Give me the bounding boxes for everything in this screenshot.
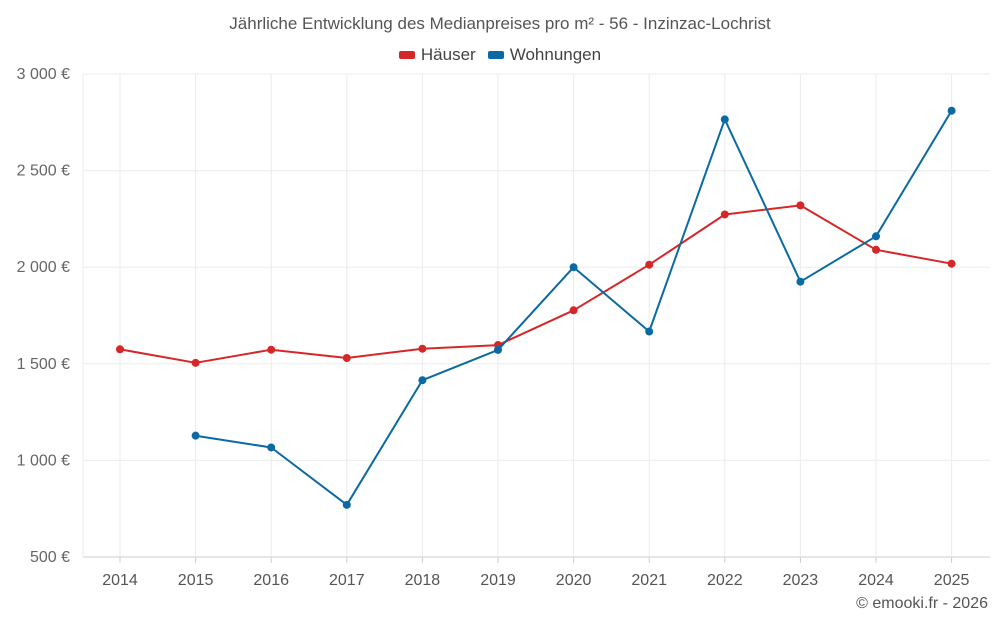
data-point-wohnungen: [267, 443, 276, 452]
x-tick-label: 2016: [253, 572, 289, 589]
data-point-haeuser: [116, 345, 124, 354]
data-point-wohnungen: [947, 106, 956, 115]
data-point-haeuser: [191, 358, 200, 367]
legend-swatch-haeuser: [398, 51, 415, 59]
data-point-wohnungen: [418, 376, 427, 385]
y-tick-label: 500 €: [30, 549, 70, 566]
data-point-wohnungen: [191, 431, 200, 440]
y-tick-label: 2 000 €: [17, 259, 70, 276]
data-point-haeuser: [418, 344, 427, 353]
x-tick-label: 2025: [934, 572, 970, 589]
data-point-wohnungen: [796, 277, 805, 286]
x-tick-label: 2022: [707, 572, 743, 589]
data-point-haeuser: [872, 245, 880, 254]
x-tick-label: 2017: [329, 572, 365, 589]
data-point-haeuser: [796, 201, 805, 210]
data-point-haeuser: [645, 260, 654, 269]
chart-legend: Häuser Wohnungen: [0, 45, 1000, 65]
y-tick-label: 2 500 €: [17, 163, 70, 180]
y-tick-label: 1 000 €: [17, 452, 70, 469]
legend-label-haeuser: Häuser: [420, 45, 476, 64]
legend-item-wohnungen[interactable]: Wohnungen: [487, 45, 602, 65]
data-point-wohnungen: [494, 345, 502, 354]
data-point-wohnungen: [872, 232, 880, 241]
x-tick-label: 2015: [178, 572, 214, 589]
legend-label-wohnungen: Wohnungen: [509, 45, 602, 64]
data-point-haeuser: [267, 345, 276, 354]
x-tick-label: 2019: [480, 572, 516, 589]
y-tick-label: 3 000 €: [17, 66, 70, 83]
x-tick-label: 2018: [405, 572, 441, 589]
data-point-wohnungen: [720, 115, 729, 124]
x-tick-label: 2020: [556, 572, 592, 589]
x-tick-label: 2024: [858, 572, 894, 589]
data-point-haeuser: [947, 259, 956, 268]
data-point-wohnungen: [569, 263, 578, 272]
data-point-haeuser: [569, 306, 578, 315]
data-point-wohnungen: [645, 327, 654, 336]
copyright-text: © emooki.fr - 2026: [856, 595, 988, 612]
x-tick-label: 2014: [102, 572, 138, 589]
data-point-haeuser: [342, 354, 351, 363]
chart-title: Jährliche Entwicklung des Medianpreises …: [229, 14, 771, 33]
x-tick-label: 2023: [783, 572, 819, 589]
y-tick-label: 1 500 €: [17, 356, 70, 373]
data-point-haeuser: [720, 210, 729, 219]
data-point-wohnungen: [342, 500, 351, 509]
legend-swatch-wohnungen: [487, 51, 504, 59]
legend-item-haeuser[interactable]: Häuser: [398, 45, 476, 65]
series-line-haeuser: [119, 204, 952, 364]
x-tick-label: 2021: [631, 572, 667, 589]
